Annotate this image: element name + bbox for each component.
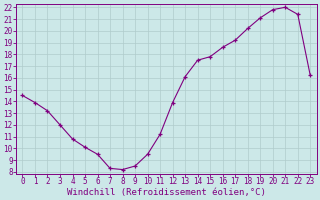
X-axis label: Windchill (Refroidissement éolien,°C): Windchill (Refroidissement éolien,°C) xyxy=(67,188,266,197)
